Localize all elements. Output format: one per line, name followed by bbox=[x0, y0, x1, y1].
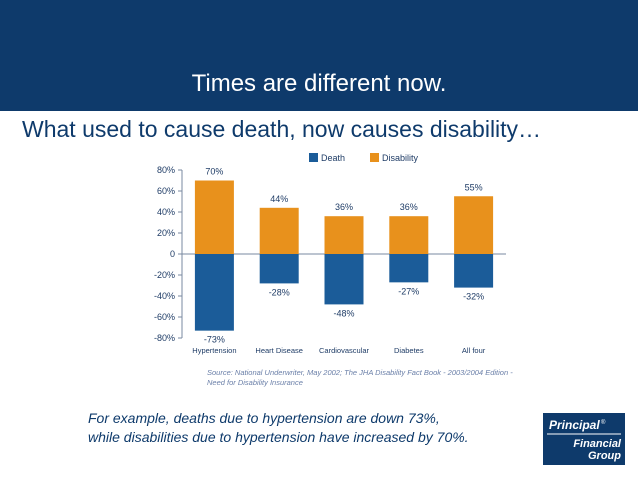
bar-death bbox=[389, 254, 429, 283]
bar-death bbox=[194, 254, 234, 331]
data-label-death: -28% bbox=[269, 287, 290, 297]
source-line-2: Need for Disability Insurance bbox=[207, 378, 303, 387]
x-category-label: All four bbox=[462, 346, 486, 355]
y-tick-label: -60% bbox=[154, 312, 175, 322]
y-tick-label: 40% bbox=[157, 207, 175, 217]
legend-label-death: Death bbox=[321, 153, 345, 163]
caption-line-2: while disabilities due to hypertension h… bbox=[88, 429, 469, 445]
data-label-death: -73% bbox=[204, 335, 225, 345]
logo-background bbox=[543, 413, 625, 465]
bar-death bbox=[324, 254, 364, 305]
principal-logo: Principal ® Financial Group bbox=[543, 413, 625, 465]
legend-swatch-disability bbox=[370, 153, 379, 162]
data-label-disability: 70% bbox=[205, 167, 223, 177]
slide-subtitle: What used to cause death, now causes dis… bbox=[22, 116, 542, 142]
logo-name-line-3: Group bbox=[588, 450, 621, 462]
y-tick-label: -40% bbox=[154, 291, 175, 301]
slide-title: Times are different now. bbox=[191, 70, 447, 97]
legend-swatch-death bbox=[309, 153, 318, 162]
bar-disability bbox=[324, 216, 364, 254]
y-tick-label: -20% bbox=[154, 270, 175, 280]
legend-label-disability: Disability bbox=[382, 153, 419, 163]
x-category-label: Diabetes bbox=[394, 346, 424, 355]
x-category-label: Heart Disease bbox=[255, 346, 303, 355]
data-label-disability: 55% bbox=[465, 182, 483, 192]
logo-name-line-2: Financial bbox=[573, 438, 622, 450]
data-label-disability: 36% bbox=[400, 202, 418, 212]
bar-disability bbox=[454, 196, 494, 254]
y-tick-label: 0 bbox=[170, 249, 175, 259]
source-line-1: Source: National Underwriter, May 2002; … bbox=[207, 368, 513, 377]
x-category-label: Cardiovascular bbox=[319, 346, 370, 355]
logo-registered-mark: ® bbox=[601, 419, 606, 426]
data-label-death: -48% bbox=[333, 308, 354, 318]
data-label-death: -27% bbox=[398, 286, 419, 296]
y-tick-label: 20% bbox=[157, 228, 175, 238]
bar-disability bbox=[194, 180, 234, 254]
caption: For example, deaths due to hypertension … bbox=[88, 409, 528, 447]
y-tick-label: 60% bbox=[157, 186, 175, 196]
bar-disability bbox=[389, 216, 429, 254]
bar-death bbox=[454, 254, 494, 288]
bar-death bbox=[259, 254, 299, 284]
y-tick-label: 80% bbox=[157, 165, 175, 175]
data-label-disability: 44% bbox=[270, 194, 288, 204]
data-label-death: -32% bbox=[463, 292, 484, 302]
caption-line-1: For example, deaths due to hypertension … bbox=[88, 410, 440, 426]
source-note: Source: National Underwriter, May 2002; … bbox=[207, 368, 527, 388]
x-category-label: Hypertension bbox=[192, 346, 236, 355]
data-label-disability: 36% bbox=[335, 202, 353, 212]
header-band bbox=[0, 0, 638, 111]
bar-disability bbox=[259, 207, 299, 254]
logo-name-line-1: Principal bbox=[549, 418, 600, 432]
y-tick-label: -80% bbox=[154, 333, 175, 343]
